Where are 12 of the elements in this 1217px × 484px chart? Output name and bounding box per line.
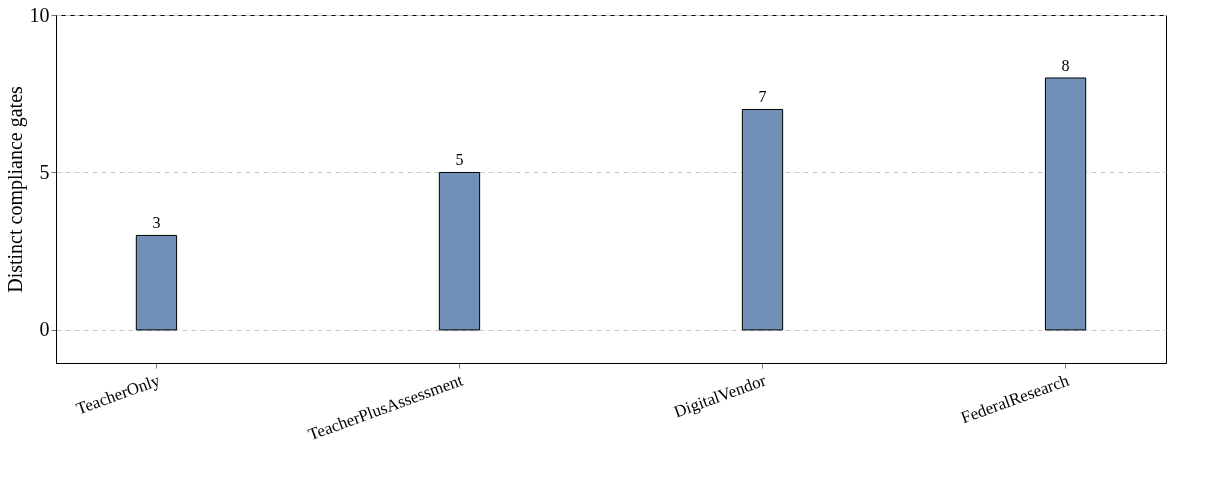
data-label: 5 [455,151,464,169]
y-axis-title: Distinct compliance gates [3,85,27,293]
bar [741,108,784,331]
y-tick-label: 0 [39,318,50,341]
bar [1044,77,1087,331]
y-tick-label: 10 [29,3,50,26]
data-label: 7 [758,88,767,106]
bar [135,234,178,331]
bar [438,171,481,331]
y-tick-label: 5 [39,160,50,183]
data-label: 8 [1061,56,1070,74]
data-label: 3 [152,214,161,232]
